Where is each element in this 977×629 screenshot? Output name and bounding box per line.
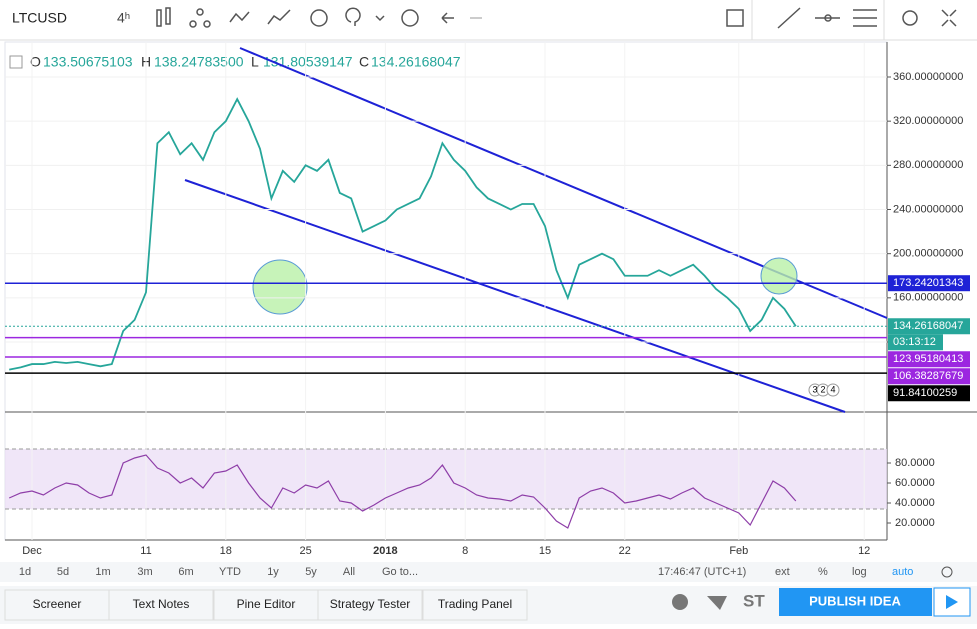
interval[interactable]: 4ʰ — [117, 10, 130, 26]
rsi-tick-label: 80.0000 — [895, 457, 935, 469]
snapshot-icon[interactable] — [672, 594, 688, 610]
x-tick-label: 25 — [299, 545, 311, 557]
tab[interactable] — [422, 589, 528, 621]
x-tick-label: 22 — [619, 545, 631, 557]
price-label: 173.24201343 — [893, 277, 963, 289]
symbol[interactable]: LTCUSD — [12, 10, 67, 26]
stocktwits[interactable]: ST — [743, 591, 765, 610]
y-tick-label: 320.00000000 — [893, 115, 963, 127]
tab[interactable] — [317, 589, 423, 621]
range-button[interactable]: 1m — [95, 566, 110, 578]
y-tick-label: 360.00000000 — [893, 71, 963, 83]
price-line — [9, 97, 797, 371]
tab-label[interactable]: Trading Panel — [438, 597, 512, 611]
publish-label[interactable]: PUBLISH IDEA — [809, 593, 901, 608]
x-tick-label: 2018 — [373, 545, 397, 557]
x-tick-label: 11 — [140, 545, 151, 557]
range-button[interactable]: 5d — [57, 566, 69, 578]
tab[interactable] — [213, 589, 319, 621]
tab-label[interactable]: Strategy Tester — [330, 597, 410, 611]
price-label-box — [888, 368, 970, 385]
c-label: C — [359, 54, 369, 70]
range-button[interactable]: 1y — [267, 566, 279, 578]
badge[interactable]: 3 — [812, 384, 817, 394]
rsi-line — [8, 454, 797, 529]
price-label-box — [888, 275, 970, 292]
twitter-icon[interactable] — [707, 596, 727, 610]
auto-toggle[interactable]: auto — [892, 566, 913, 578]
badges: 3 2 4 — [808, 383, 840, 397]
tab-label[interactable]: Text Notes — [133, 597, 190, 611]
countdown: 03:13:12 — [893, 336, 936, 348]
pct-toggle[interactable]: % — [818, 566, 828, 578]
price-label-box — [888, 351, 970, 368]
range-button[interactable]: All — [343, 566, 355, 578]
rsi-band — [5, 449, 887, 509]
price-label-box — [888, 385, 970, 402]
expand-button[interactable] — [9, 55, 23, 69]
y-tick-label: 240.00000000 — [893, 203, 963, 215]
publish-button[interactable] — [779, 588, 932, 616]
x-tick-label: 8 — [462, 545, 468, 557]
tab[interactable] — [108, 589, 214, 621]
ext-toggle[interactable]: ext — [775, 566, 790, 578]
range-button[interactable]: 6m — [178, 566, 193, 578]
drawings[interactable] — [184, 47, 888, 413]
y-tick-label: 160.00000000 — [893, 292, 963, 304]
c-value: 134.26168047 — [371, 54, 461, 70]
range-button[interactable]: 3m — [137, 566, 152, 578]
toolbar-icons[interactable] — [156, 7, 957, 29]
tab-label[interactable]: Pine Editor — [237, 597, 296, 611]
range-button[interactable]: YTD — [219, 566, 241, 578]
rsi-tick-label: 40.0000 — [895, 497, 935, 509]
play-icon — [946, 595, 958, 609]
range-button[interactable]: 1d — [19, 566, 31, 578]
l-value: 131.80539147 — [263, 54, 353, 70]
x-tick-label: 18 — [220, 545, 232, 557]
badge[interactable]: 4 — [830, 384, 835, 394]
tab[interactable] — [4, 589, 110, 621]
x-tick-label: Feb — [729, 545, 748, 557]
price-label: 106.38287679 — [893, 370, 963, 382]
rsi-tick-label: 20.0000 — [895, 517, 935, 529]
settings[interactable] — [941, 566, 953, 578]
y-tick-label: 280.00000000 — [893, 159, 963, 171]
o-label: O — [30, 54, 41, 70]
o-value: 133.50675103 — [43, 54, 133, 70]
x-tick-label: 15 — [539, 545, 551, 557]
clock: 17:46:47 (UTC+1) — [658, 566, 746, 578]
l-label: L — [251, 54, 259, 70]
countdown-box — [888, 334, 943, 351]
y-tick-label: 200.00000000 — [893, 248, 963, 260]
x-tick-label: Dec — [22, 545, 42, 557]
range-button[interactable]: 5y — [305, 566, 317, 578]
price-label-box — [888, 318, 970, 335]
log-toggle[interactable]: log — [852, 566, 867, 578]
x-tick-label: 12 — [858, 545, 870, 557]
top-toolbar — [0, 0, 977, 40]
h-value: 138.24783500 — [154, 54, 244, 70]
price-label: 123.95180413 — [893, 353, 963, 365]
tab-label[interactable]: Screener — [33, 597, 82, 611]
price-label: 91.84100259 — [893, 387, 957, 399]
price-label: 134.26168047 — [893, 320, 963, 332]
rsi-tick-label: 60.0000 — [895, 477, 935, 489]
range-bar — [0, 562, 977, 582]
badge[interactable]: 2 — [820, 384, 825, 394]
goto[interactable]: Go to... — [382, 566, 418, 578]
